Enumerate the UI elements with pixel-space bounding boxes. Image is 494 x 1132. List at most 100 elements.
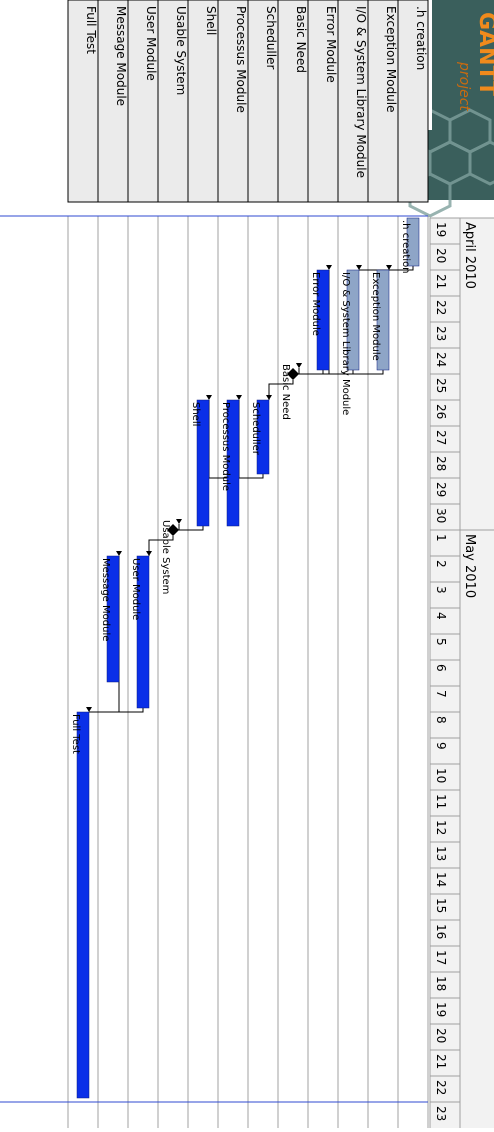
task-name-cell[interactable] (218, 0, 248, 202)
dependency-line (298, 368, 324, 375)
task-bar[interactable] (346, 269, 360, 371)
day-label: 4 (434, 612, 448, 620)
task-name-label: Exception Module (384, 6, 398, 113)
dependency-line (89, 708, 144, 713)
task-name-cell[interactable] (248, 0, 278, 202)
day-label: 15 (434, 898, 448, 913)
day-label: 20 (434, 1028, 448, 1043)
day-label: 24 (434, 352, 448, 367)
task-name-cell[interactable] (188, 0, 218, 202)
day-label: 8 (434, 716, 448, 724)
task-bar[interactable] (316, 269, 330, 371)
task-bar[interactable] (196, 399, 210, 527)
task-name-label: I/O & System Library Module (354, 6, 368, 178)
day-label: 18 (434, 976, 448, 991)
task-bar[interactable] (136, 555, 150, 709)
day-label: 13 (434, 846, 448, 861)
task-bar[interactable] (256, 399, 270, 475)
task-table-border (67, 0, 429, 203)
day-label: 27 (434, 430, 448, 445)
task-bar-label: Scheduller (250, 402, 261, 456)
day-label: 10 (434, 768, 448, 783)
day-label: 19 (434, 1002, 448, 1017)
day-label: 14 (434, 872, 448, 887)
dependency-arrowhead (146, 551, 152, 556)
day-label: 22 (434, 300, 448, 315)
task-name-cell[interactable] (368, 0, 398, 202)
task-bar[interactable] (76, 711, 90, 1099)
day-label: 23 (434, 326, 448, 341)
task-name-label: Full Test (84, 6, 98, 54)
dependency-arrowhead (236, 395, 242, 400)
logo-subtext: project (456, 61, 472, 111)
task-name-cell[interactable] (98, 0, 128, 202)
milestone-diamond[interactable] (167, 524, 179, 536)
task-bar[interactable] (106, 555, 120, 683)
task-bar-label: Exception Module (370, 272, 381, 361)
dependency-line (268, 380, 294, 400)
day-label: 29 (434, 482, 448, 497)
header-background (430, 218, 494, 1128)
day-label: 16 (434, 924, 448, 939)
task-bar-label: .h creation (400, 220, 411, 274)
task-name-cell[interactable] (68, 0, 98, 202)
dependency-arrowhead (116, 551, 122, 556)
day-label: 11 (434, 794, 448, 809)
task-bar[interactable] (226, 399, 240, 527)
day-label: 2 (434, 560, 448, 568)
day-label: 17 (434, 950, 448, 965)
dependency-arrowhead (356, 265, 362, 270)
task-name-cell[interactable] (158, 0, 188, 202)
day-label: 26 (434, 404, 448, 419)
month-label: April 2010 (462, 222, 477, 289)
day-label: 25 (434, 378, 448, 393)
task-name-cell[interactable] (338, 0, 368, 202)
day-label: 23 (434, 1106, 448, 1121)
task-bar[interactable] (376, 269, 390, 371)
task-name-cell[interactable] (398, 0, 428, 202)
task-bar-label: Error Module (310, 272, 321, 336)
task-bar-label: Processus Module (220, 402, 231, 491)
month-label: May 2010 (462, 534, 477, 598)
task-name-cell[interactable] (128, 0, 158, 202)
task-name-label: Basic Need (294, 6, 308, 73)
task-bars: .h creation Exception Module I/O & System … (70, 217, 420, 1099)
dependency-arrowhead (386, 265, 392, 270)
task-bar-label: Message Module (100, 558, 111, 641)
task-name-label: Error Module (324, 6, 338, 83)
dependency-line (178, 524, 204, 531)
task-bar-label: I/O & System Library Module (340, 272, 351, 415)
day-label: 21 (434, 274, 448, 289)
milestone-label: Basic Need (280, 364, 291, 420)
milestone-diamond[interactable] (287, 368, 299, 380)
task-name-cell[interactable] (308, 0, 338, 202)
task-name-label: Processus Module (234, 6, 248, 113)
dependency-arrowhead (266, 395, 272, 400)
task-name-label: Shell (204, 6, 218, 35)
dependency-line (148, 536, 174, 556)
task-bar[interactable] (406, 217, 420, 267)
logo-text: GANTT (474, 12, 494, 96)
task-bar-label: Shell (190, 402, 201, 426)
day-label: 6 (434, 664, 448, 672)
day-label: 21 (434, 1054, 448, 1069)
dependency-arrowhead (206, 395, 212, 400)
dependency-arrowhead (296, 363, 302, 368)
task-name-label: .h creation (414, 6, 428, 70)
day-label: 1 (434, 534, 448, 542)
day-label: 5 (434, 638, 448, 646)
day-label: 3 (434, 586, 448, 594)
dependency-arrowhead (326, 265, 332, 270)
task-bar-label: User Module (130, 558, 141, 620)
day-label: 9 (434, 742, 448, 750)
task-name-cell[interactable] (278, 0, 308, 202)
day-label: 19 (434, 222, 448, 237)
day-label: 12 (434, 820, 448, 835)
milestone-label: Usable System (160, 520, 171, 594)
task-bar-label: Full Test (70, 714, 81, 754)
day-label: 7 (434, 690, 448, 698)
task-name-column: .h creation Exception Module I/O & System … (67, 0, 429, 203)
